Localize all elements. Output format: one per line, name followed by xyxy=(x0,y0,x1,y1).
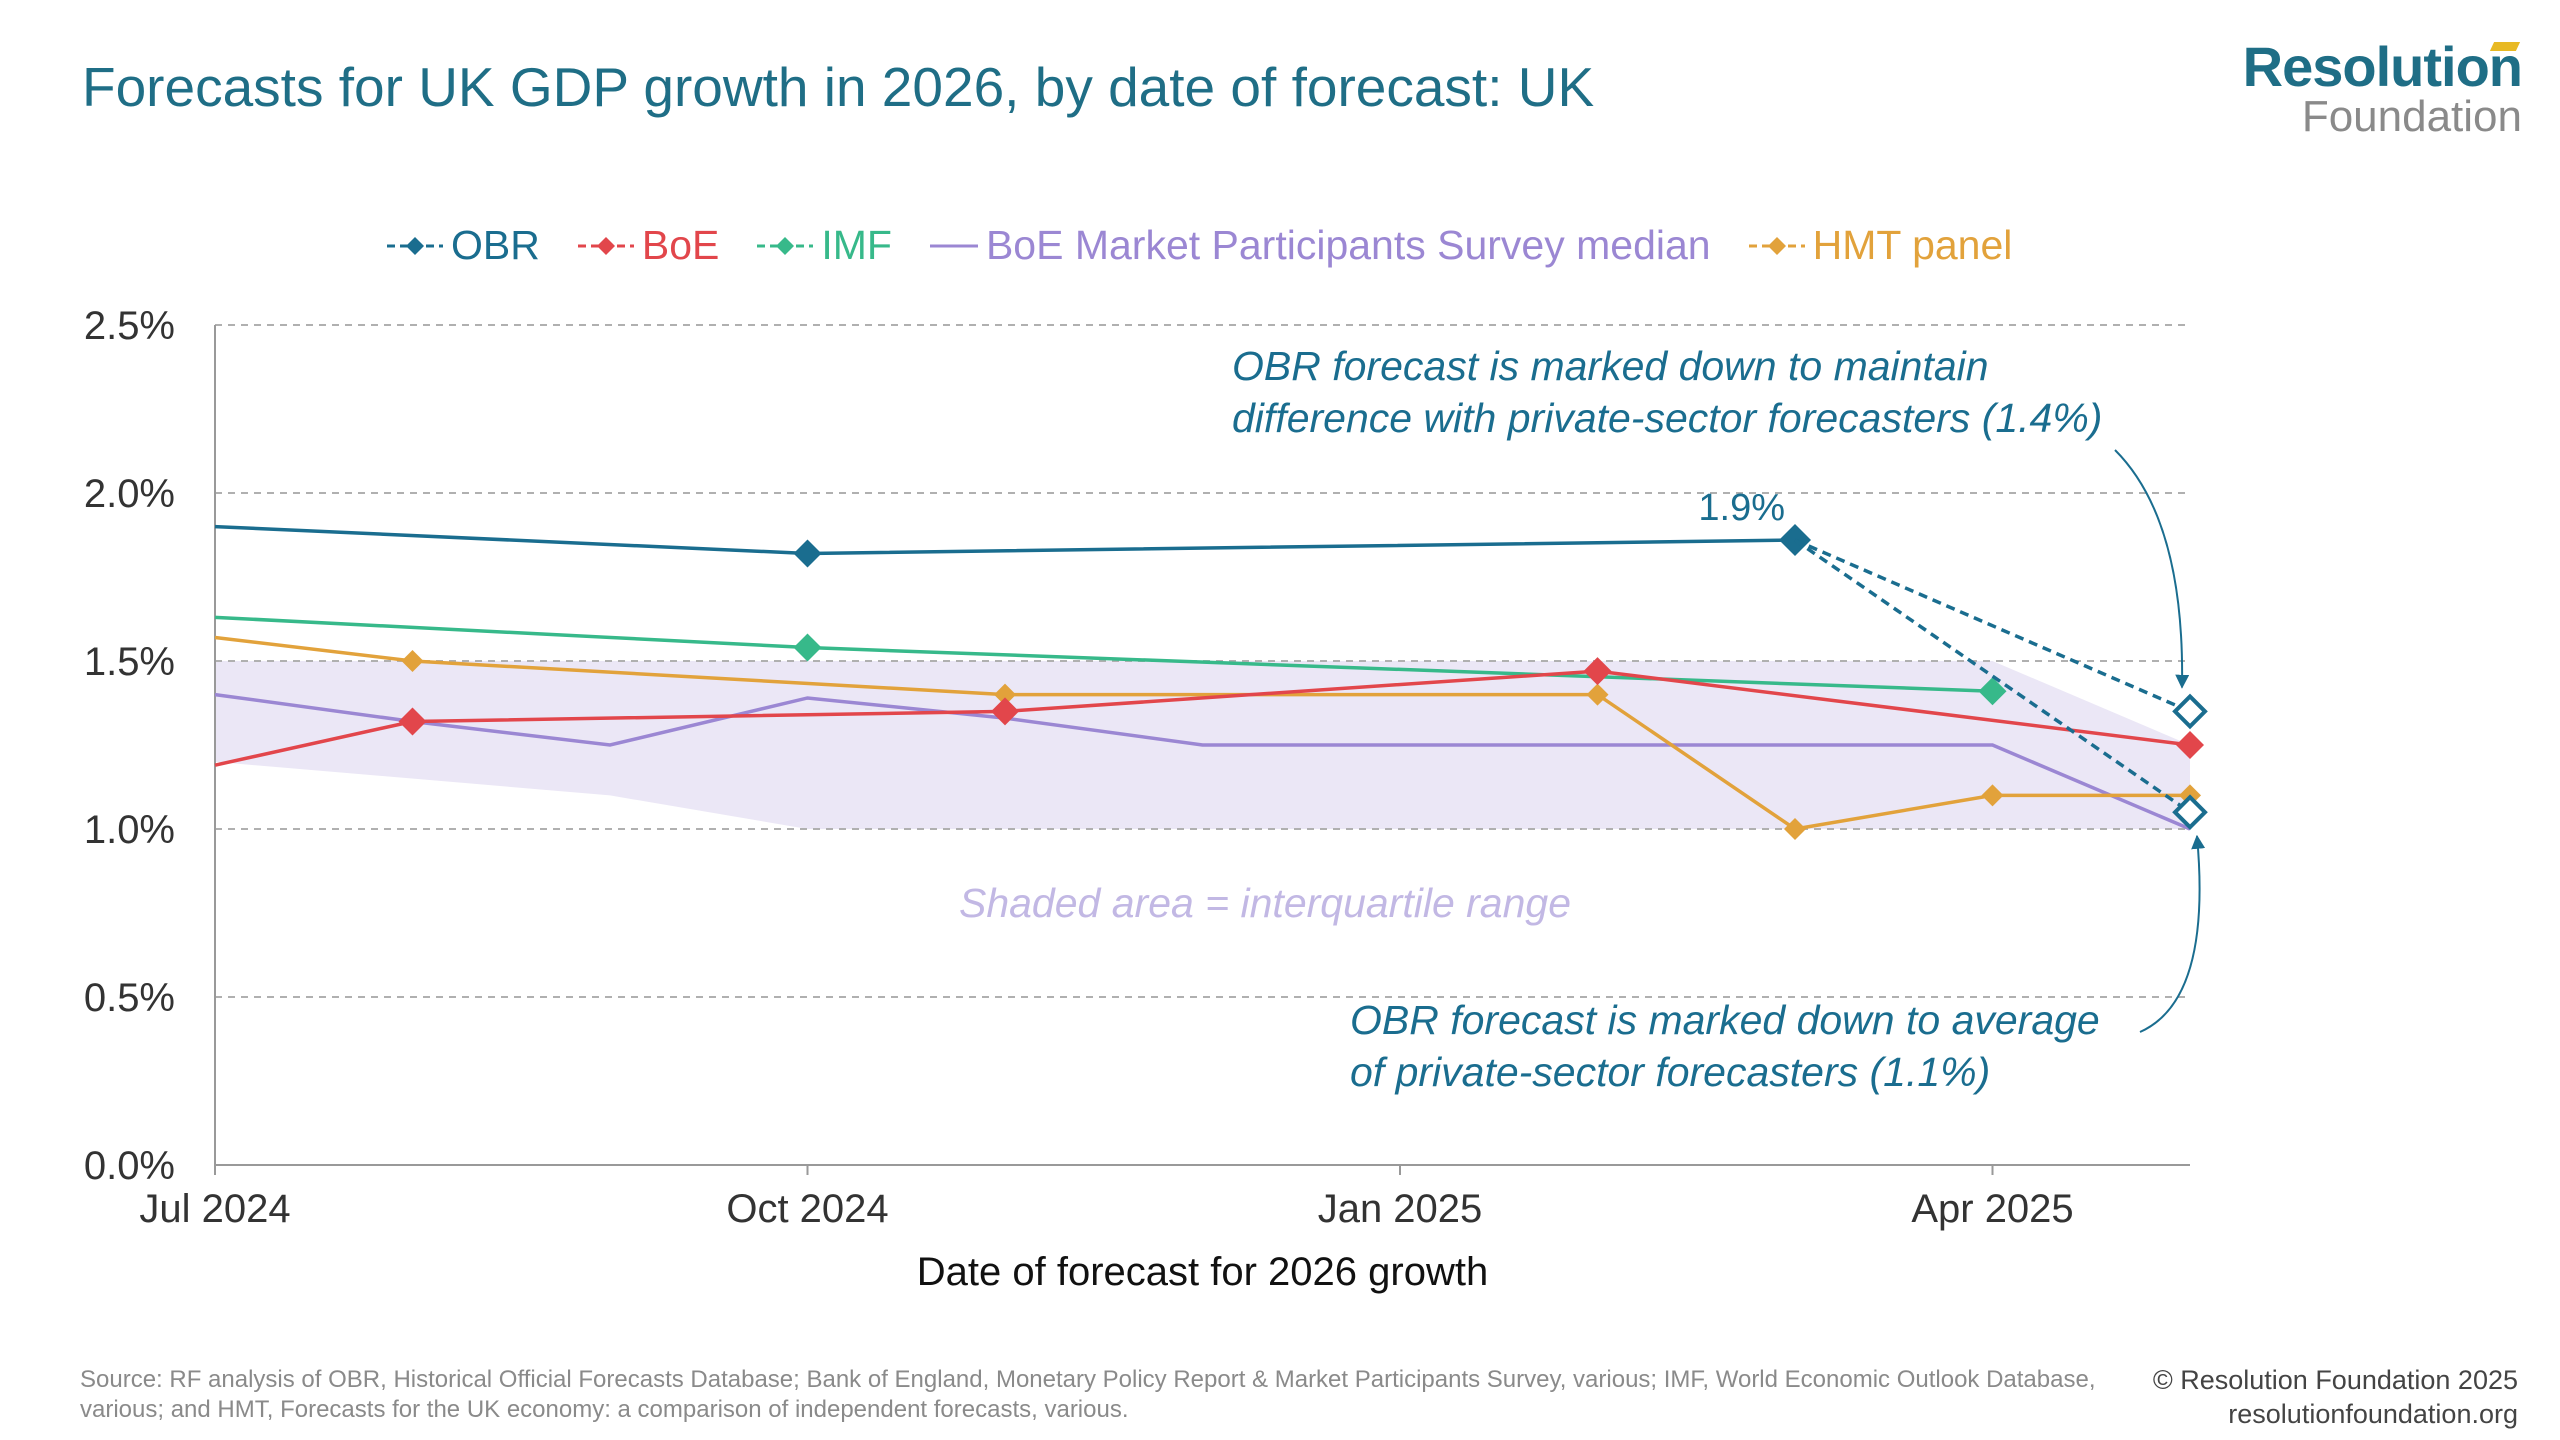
legend-symbol-hmt xyxy=(1748,236,1805,255)
data-point-imf xyxy=(793,633,822,662)
y-tick-label: 0.0% xyxy=(84,1144,175,1188)
data-point-obr xyxy=(793,539,822,568)
x-tick-label: Jul 2024 xyxy=(139,1187,290,1231)
obr-projected-point xyxy=(2172,794,2208,831)
logo-line1: Resolution xyxy=(2242,35,2523,98)
annotation-upper-arrow xyxy=(2114,449,2190,689)
legend-label-imf: IMF xyxy=(821,222,892,268)
legend-label-boe: BoE xyxy=(641,222,720,268)
legend-label-obr: OBR xyxy=(451,222,540,268)
data-point-hmt xyxy=(1981,784,2004,807)
interquartile-range-label: Shaded area = interquartile range xyxy=(959,880,1571,926)
annotation-upper-line: difference with private-sector forecaste… xyxy=(1232,395,2102,441)
legend-item-boe: BoE xyxy=(576,222,720,269)
resolution-foundation-logo: Resolution Foundation xyxy=(2242,35,2523,141)
legend-symbol-survey xyxy=(929,244,978,247)
website-text: resolutionfoundation.org xyxy=(2228,1399,2518,1429)
series-line-obr xyxy=(214,524,1796,556)
obr-projection-line xyxy=(1794,538,2191,814)
copyright-text: © Resolution Foundation 2025 xyxy=(2152,1365,2518,1395)
legend-item-hmt: HMT panel xyxy=(1747,222,2013,269)
gdp-forecast-line-chart: 0.0% 0.5% 1.0% 1.5% 2.0% 2.5% Jul 2024 Oct 2024… xyxy=(84,304,2208,1294)
data-point-boe xyxy=(991,697,1019,726)
data-point-hmt xyxy=(994,683,1016,706)
obr-value-label: 1.9% xyxy=(1698,487,1785,529)
legend-symbol-imf xyxy=(757,236,814,255)
data-point-boe xyxy=(2176,731,2204,759)
legend-symbol-boe xyxy=(577,236,634,255)
data-point-imf xyxy=(1978,677,2007,706)
x-tick-label: Jan 2025 xyxy=(1318,1187,1483,1231)
annotation-lower-line: OBR forecast is marked down to average xyxy=(1350,997,2100,1043)
legend-item-obr: OBR xyxy=(385,222,540,269)
data-point-hmt xyxy=(401,650,424,672)
legend-item-imf: IMF xyxy=(755,222,892,269)
obr-projection-line xyxy=(1794,538,2191,714)
chart-legend: OBR BoE IMF BoE Market Participants Surv… xyxy=(385,222,2012,269)
legend-label-survey: BoE Market Participants Survey median xyxy=(985,222,1711,268)
y-tick-label: 2.5% xyxy=(84,304,175,348)
obr-projected-point xyxy=(2172,693,2208,730)
y-tick-label: 1.5% xyxy=(84,640,175,684)
series-line-survey xyxy=(214,692,2191,831)
data-point-hmt xyxy=(1784,818,1806,840)
annotation-lower-arrow xyxy=(2139,834,2206,1033)
source-note: Source: RF analysis of OBR, Historical O… xyxy=(80,1366,2096,1423)
data-point-hmt xyxy=(1586,683,1609,706)
x-tick-label: Apr 2025 xyxy=(1911,1187,2073,1231)
legend-label-hmt: HMT panel xyxy=(1812,222,2013,268)
y-tick-label: 2.0% xyxy=(84,472,175,516)
copyright-block: © Resolution Foundation 2025 resolutionf… xyxy=(2153,1363,2518,1431)
y-tick-label: 0.5% xyxy=(84,976,175,1020)
annotation-lower-line: of private-sector forecasters (1.1%) xyxy=(1350,1049,1990,1095)
logo-line2: Foundation xyxy=(2301,92,2522,141)
y-tick-label: 1.0% xyxy=(84,808,175,852)
data-point-boe xyxy=(1583,657,1612,686)
data-point-boe xyxy=(398,707,427,736)
chart-title: Forecasts for UK GDP growth in 2026, by … xyxy=(82,56,1595,118)
annotation-upper-line: OBR forecast is marked down to maintain xyxy=(1232,343,1989,389)
x-axis-title: Date of forecast for 2026 growth xyxy=(917,1250,1488,1294)
legend-symbol-obr xyxy=(387,236,443,255)
x-tick-label: Oct 2024 xyxy=(726,1187,888,1231)
legend-item-survey: BoE Market Participants Survey median xyxy=(928,222,1711,269)
